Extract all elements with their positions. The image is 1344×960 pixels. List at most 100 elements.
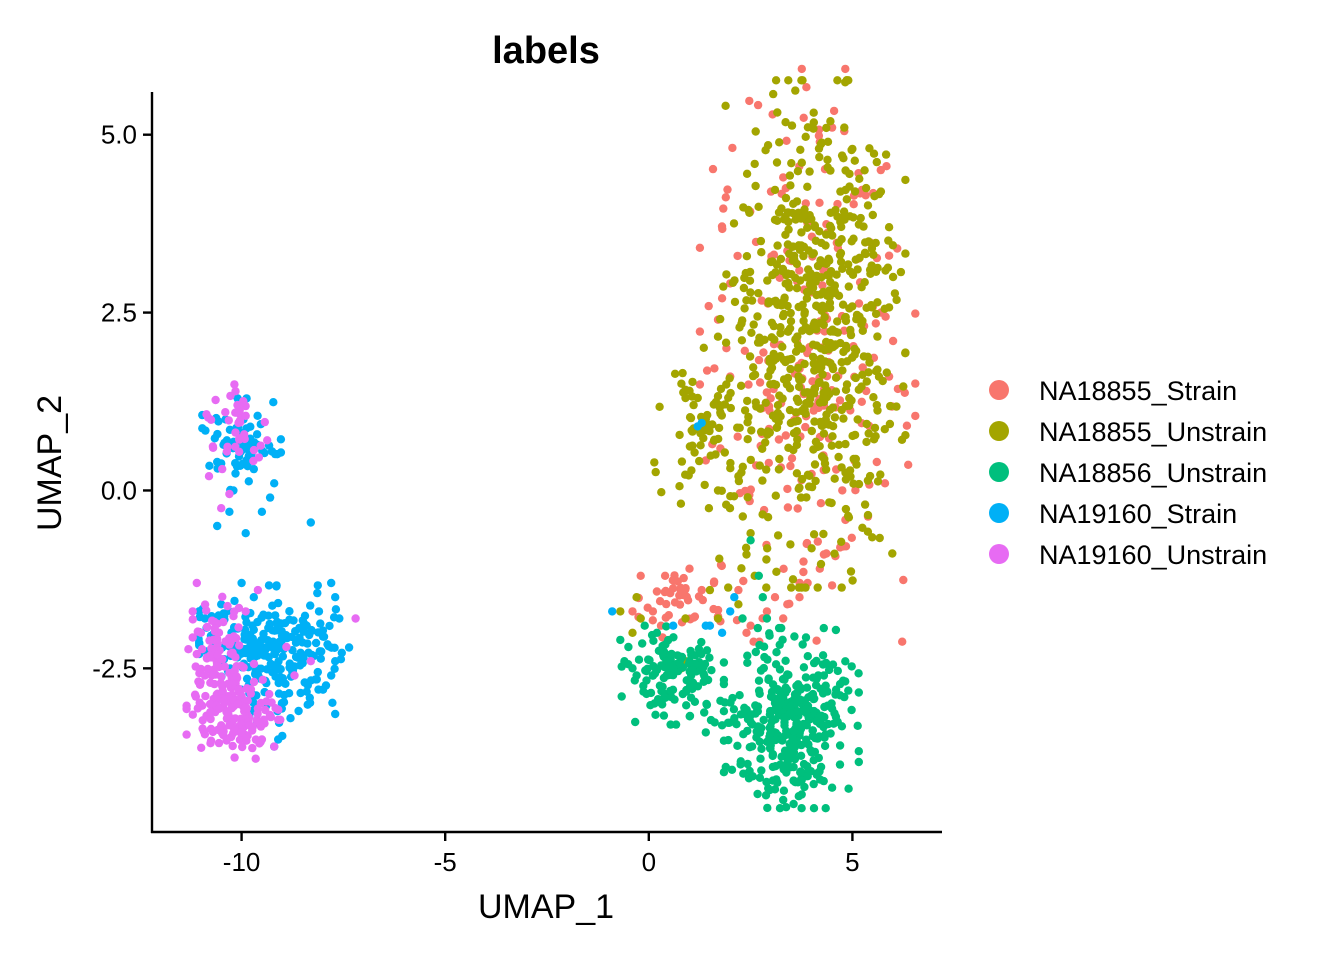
data-point — [825, 498, 834, 507]
data-point — [215, 704, 224, 713]
data-point — [249, 593, 258, 602]
data-point — [762, 614, 772, 623]
data-point — [801, 422, 810, 432]
data-point — [713, 332, 723, 341]
data-point — [770, 215, 780, 224]
data-point — [230, 380, 239, 389]
data-point — [699, 343, 708, 352]
data-point — [901, 249, 910, 258]
data-point — [248, 743, 257, 753]
data-point — [335, 614, 344, 623]
data-point — [823, 386, 832, 396]
data-point — [200, 730, 210, 739]
data-point — [881, 150, 891, 159]
data-point — [847, 705, 856, 715]
data-point — [749, 363, 758, 372]
data-point — [847, 533, 856, 542]
data-point — [798, 76, 807, 85]
data-point — [862, 437, 871, 447]
data-point — [825, 221, 835, 231]
data-point — [195, 680, 205, 689]
data-point — [217, 728, 227, 738]
data-point — [249, 456, 258, 466]
data-point — [722, 270, 731, 279]
data-point — [837, 537, 846, 546]
data-point — [858, 316, 867, 326]
data-point — [282, 642, 291, 652]
data-point — [777, 735, 786, 745]
data-point — [249, 445, 259, 455]
data-point — [820, 741, 830, 751]
data-point — [772, 648, 781, 657]
data-point — [643, 664, 652, 673]
data-point — [787, 583, 796, 592]
data-point — [769, 89, 778, 99]
data-point — [730, 593, 739, 602]
data-point — [829, 106, 839, 116]
data-point — [850, 156, 859, 165]
data-point — [834, 452, 843, 462]
data-point — [749, 320, 758, 329]
data-point — [740, 304, 749, 313]
data-point — [768, 776, 778, 785]
data-point — [820, 327, 829, 336]
data-point — [796, 145, 805, 154]
data-point — [867, 303, 877, 312]
data-point — [280, 619, 290, 628]
data-point — [775, 804, 785, 813]
data-point — [685, 442, 695, 451]
data-point — [785, 249, 794, 258]
data-point — [693, 393, 702, 403]
data-point — [695, 380, 705, 389]
data-point — [688, 377, 697, 387]
data-point — [257, 735, 267, 744]
data-point — [858, 326, 867, 335]
data-point — [258, 675, 267, 684]
data-point — [726, 492, 735, 501]
data-point — [206, 415, 216, 424]
data-point — [801, 323, 810, 332]
data-point — [717, 294, 727, 303]
data-point — [768, 270, 777, 280]
data-point — [837, 463, 846, 472]
data-point — [666, 720, 675, 729]
y-axis-title: UMAP_2 — [31, 395, 69, 531]
data-point — [713, 614, 723, 623]
data-point — [827, 783, 837, 792]
data-point — [739, 203, 748, 212]
data-point — [795, 593, 804, 602]
data-point — [769, 321, 778, 331]
data-point — [822, 337, 831, 347]
data-point — [811, 437, 821, 446]
data-point — [747, 710, 756, 719]
series-NA18855_Unstrain — [616, 76, 910, 673]
legend-label: NA19160_Unstrain — [1039, 540, 1267, 570]
data-point — [327, 578, 336, 588]
data-point — [770, 593, 780, 602]
data-point — [811, 476, 820, 486]
data-point — [794, 484, 803, 493]
data-point — [225, 489, 234, 499]
data-point — [719, 282, 728, 291]
data-point — [763, 276, 772, 285]
data-point — [882, 368, 891, 377]
data-point — [217, 600, 226, 609]
data-point — [792, 284, 802, 293]
data-point — [826, 117, 835, 126]
data-point — [870, 423, 880, 433]
data-point — [793, 707, 802, 716]
data-point — [709, 436, 719, 445]
data-point — [200, 671, 210, 680]
data-point — [652, 628, 662, 637]
data-point — [721, 101, 730, 111]
data-point — [871, 309, 881, 319]
data-point — [682, 701, 691, 710]
data-point — [265, 710, 275, 720]
series-NA18856_Unstrain — [616, 536, 863, 813]
data-point — [351, 614, 360, 623]
data-point — [806, 767, 816, 776]
data-point — [728, 143, 737, 153]
data-point — [730, 297, 740, 307]
data-point — [803, 470, 813, 479]
data-point — [757, 744, 766, 753]
